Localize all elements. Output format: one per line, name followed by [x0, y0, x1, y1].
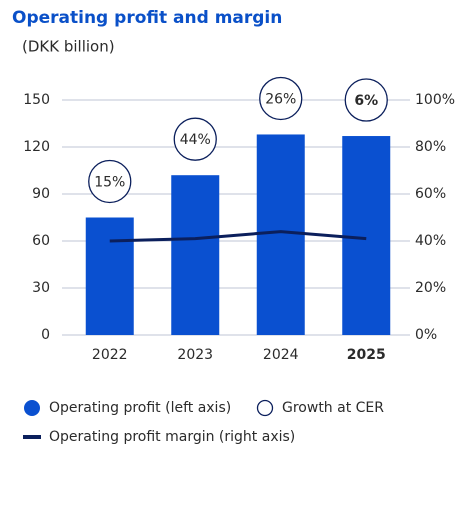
x-tick-label: 2025 [347, 347, 386, 363]
x-tick-label: 2024 [263, 347, 299, 363]
chart-subtitle: (DKK billion) [22, 38, 115, 56]
growth-label: 26% [265, 91, 296, 107]
bar [342, 136, 391, 335]
y2-tick-label: 0% [415, 327, 437, 343]
legend-label: Operating profit margin (right axis) [49, 429, 295, 445]
y2-tick-label: 40% [415, 233, 446, 249]
growth-label: 6% [354, 93, 378, 109]
bar [256, 134, 305, 335]
y2-tick-label: 60% [415, 186, 446, 202]
bar [85, 217, 134, 335]
x-tick-label: 2022 [92, 347, 128, 363]
growth-circle [88, 159, 132, 204]
legend-label: Operating profit (left axis) [49, 400, 231, 416]
y-tick-label: 0 [41, 327, 50, 343]
legend-swatch [256, 399, 274, 417]
y-tick-label: 120 [23, 139, 50, 155]
legend-label: Growth at CER [282, 400, 384, 416]
y-tick-label: 30 [32, 280, 50, 296]
y2-tick-label: 100% [415, 92, 455, 108]
growth-circle [259, 76, 303, 121]
y2-tick-label: 20% [415, 280, 446, 296]
y-tick-label: 90 [32, 186, 50, 202]
bar [171, 175, 220, 335]
margin-line [109, 230, 367, 243]
x-tick-label: 2023 [177, 347, 213, 363]
growth-label: 44% [180, 132, 211, 148]
legend-swatch [24, 400, 40, 416]
growth-circle [173, 117, 217, 161]
y2-tick-label: 80% [415, 139, 446, 155]
growth-circle [344, 78, 388, 122]
y-tick-label: 150 [23, 92, 50, 108]
growth-label: 15% [94, 175, 125, 191]
chart-title: Operating profit and margin [12, 8, 282, 28]
y-tick-label: 60 [32, 233, 50, 249]
